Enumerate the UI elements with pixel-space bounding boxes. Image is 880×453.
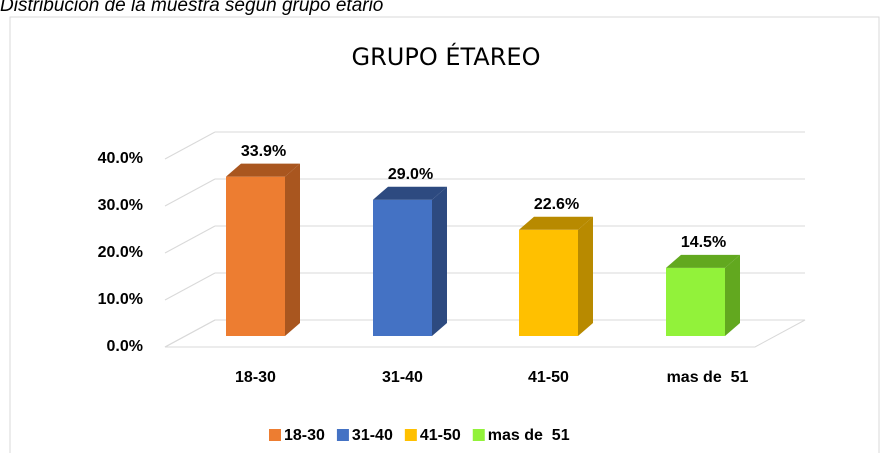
bar-top	[666, 254, 740, 268]
legend-swatch	[336, 429, 349, 441]
bar-top	[373, 186, 447, 200]
value-label: 22.6%	[534, 196, 579, 213]
legend-label: 41-50	[420, 427, 461, 444]
y-tick-label: 10.0%	[98, 291, 143, 308]
grid-line	[164, 178, 216, 207]
grid-line	[164, 272, 216, 301]
bar-side	[432, 186, 447, 336]
grid-line	[164, 319, 216, 348]
value-label: 33.9%	[241, 143, 286, 160]
bar	[226, 176, 285, 336]
y-tick-label: 0.0%	[107, 338, 143, 355]
legend-swatch	[404, 429, 417, 441]
x-tick-label: 18-30	[235, 369, 276, 386]
legend-label: 18-30	[284, 427, 325, 444]
bar	[373, 199, 432, 336]
bar-side	[285, 163, 300, 336]
bar-side	[725, 254, 740, 336]
value-label: 29.0%	[388, 166, 433, 183]
caption: Distribución de la muestra según grupo e…	[0, 0, 383, 16]
bar-top	[226, 163, 300, 177]
y-tick-label: 30.0%	[98, 197, 143, 214]
legend-label: 31-40	[352, 427, 393, 444]
legend-swatch	[472, 429, 485, 441]
y-tick-label: 40.0%	[98, 150, 143, 167]
bar-side	[578, 216, 593, 336]
y-tick-label: 20.0%	[98, 244, 143, 261]
chart-title: GRUPO ÉTAREO	[352, 42, 541, 71]
x-tick-label: 31-40	[382, 369, 423, 386]
bar	[519, 229, 578, 336]
bar	[666, 267, 725, 336]
bar-top	[519, 216, 593, 230]
legend-swatch	[269, 429, 281, 441]
value-label: 14.5%	[681, 234, 726, 251]
grid-line	[164, 225, 216, 254]
x-tick-label: mas de 51	[667, 369, 749, 386]
legend-label: mas de 51	[488, 427, 570, 444]
x-tick-label: 41-50	[528, 369, 569, 386]
grid-line	[164, 131, 216, 160]
